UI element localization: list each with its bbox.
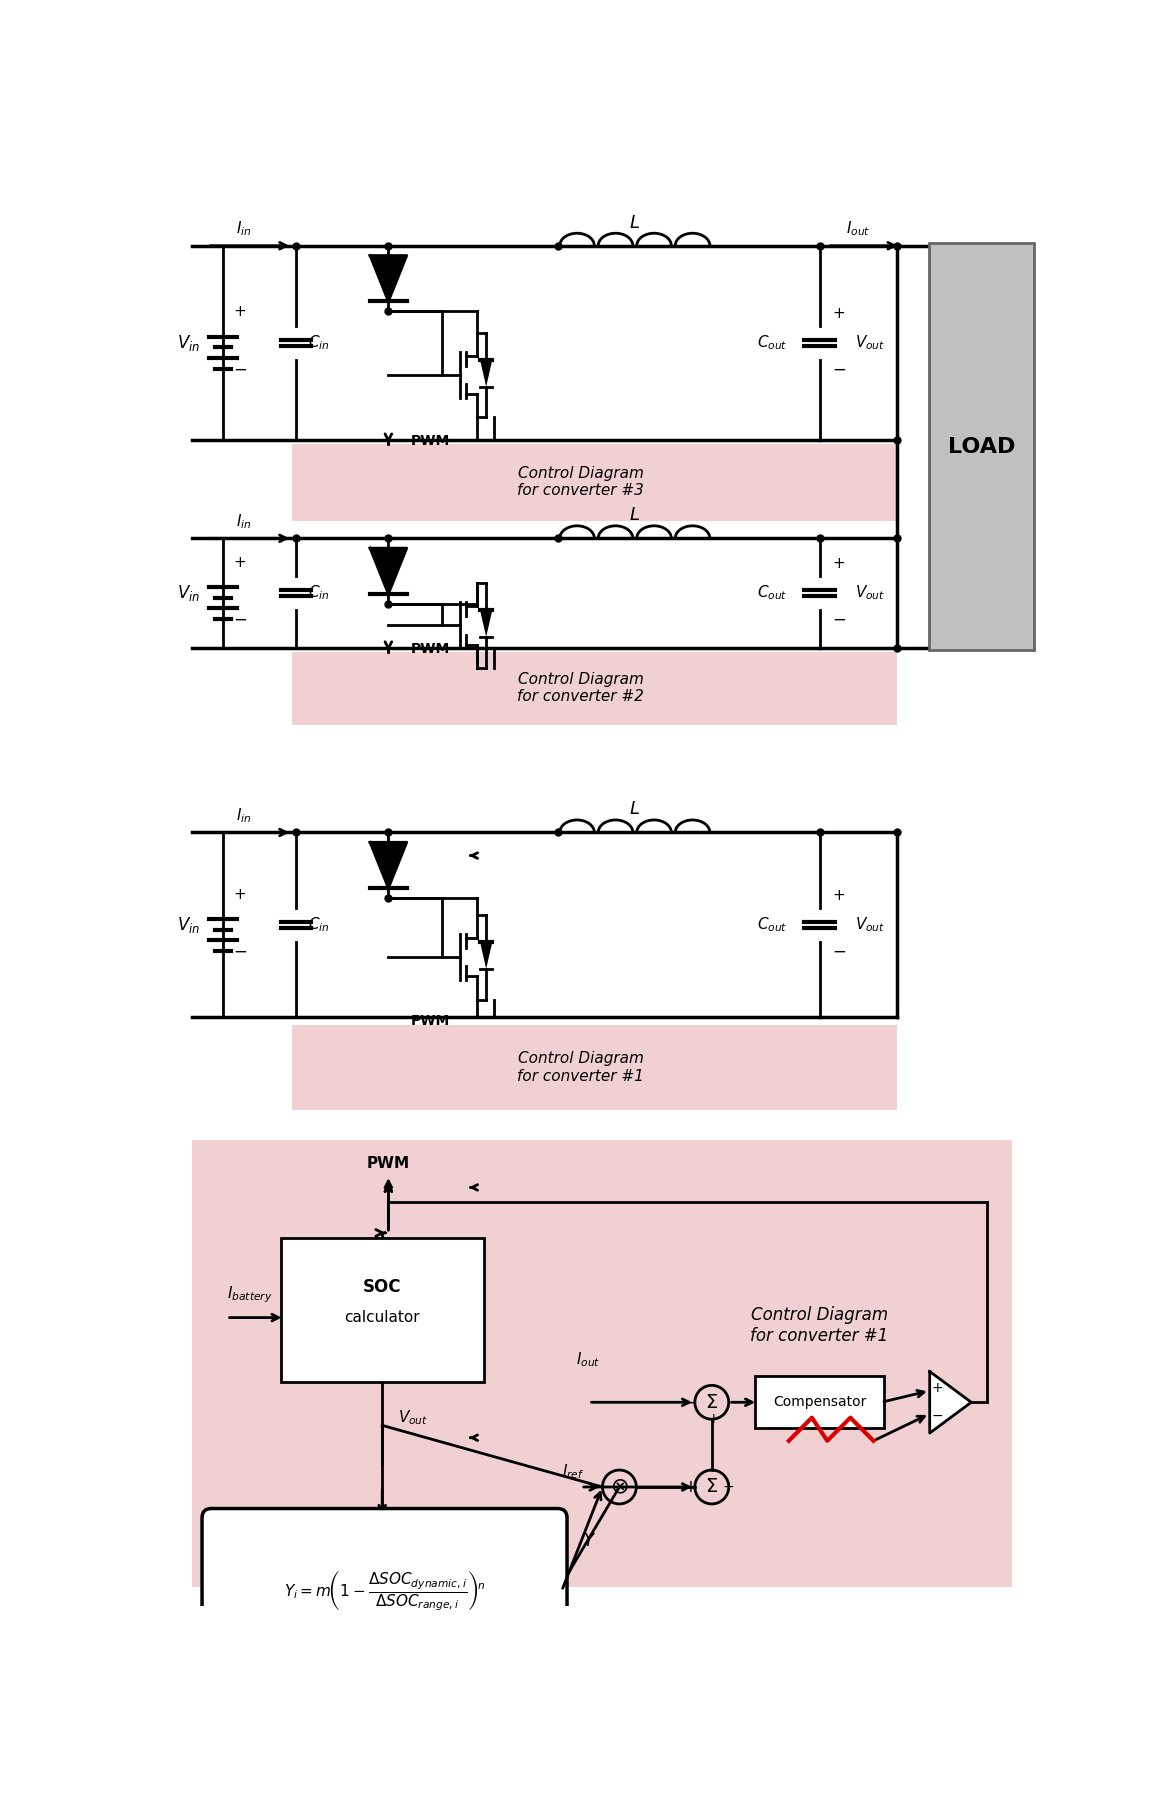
Text: +: + [234, 305, 247, 319]
Text: Compensator: Compensator [772, 1394, 866, 1409]
Text: +: + [832, 307, 845, 321]
Text: +: + [708, 1413, 720, 1427]
Polygon shape [480, 610, 492, 637]
FancyBboxPatch shape [282, 1238, 484, 1382]
Text: −: − [832, 612, 845, 630]
Text: L: L [629, 507, 640, 525]
Text: $C_{out}$: $C_{out}$ [757, 584, 788, 603]
Text: $V_{in}$: $V_{in}$ [176, 915, 200, 934]
Text: $I_{ref}$: $I_{ref}$ [562, 1463, 585, 1481]
Text: $I_{in}$: $I_{in}$ [236, 512, 251, 530]
Text: $I_{out}$: $I_{out}$ [576, 1351, 601, 1369]
Text: $C_{out}$: $C_{out}$ [757, 916, 788, 934]
Text: Y: Y [583, 1532, 594, 1550]
Text: $V_{out}$: $V_{out}$ [855, 584, 885, 603]
Text: $C_{in}$: $C_{in}$ [309, 916, 330, 934]
Text: $V_{out}$: $V_{out}$ [855, 916, 885, 934]
Text: Control Diagram
for converter #2: Control Diagram for converter #2 [518, 671, 645, 704]
FancyBboxPatch shape [292, 1025, 897, 1109]
Text: −: − [232, 943, 247, 962]
Text: PWM: PWM [411, 1014, 451, 1028]
Text: +: + [832, 556, 845, 572]
Polygon shape [480, 359, 492, 386]
Text: $V_{in}$: $V_{in}$ [176, 332, 200, 354]
Text: Control Diagram
for converter #3: Control Diagram for converter #3 [518, 465, 645, 498]
Text: $I_{battery}$: $I_{battery}$ [227, 1284, 272, 1304]
Text: $C_{in}$: $C_{in}$ [309, 334, 330, 352]
Text: $\otimes$: $\otimes$ [610, 1477, 629, 1497]
FancyBboxPatch shape [755, 1376, 884, 1429]
Text: L: L [629, 213, 640, 231]
Text: −: − [232, 361, 247, 379]
Text: $V_{out}$: $V_{out}$ [398, 1409, 427, 1427]
Text: PWM: PWM [411, 642, 451, 657]
Text: $C_{out}$: $C_{out}$ [757, 334, 788, 352]
Text: +: + [234, 886, 247, 902]
Text: PWM: PWM [366, 1156, 410, 1171]
Text: Control Diagram
for converter #1: Control Diagram for converter #1 [750, 1306, 889, 1344]
Text: $V_{out}$: $V_{out}$ [855, 334, 885, 352]
Text: $C_{in}$: $C_{in}$ [309, 584, 330, 603]
Text: +: + [932, 1382, 943, 1396]
FancyBboxPatch shape [193, 1140, 1012, 1588]
Text: Control Diagram
for converter #1: Control Diagram for converter #1 [518, 1052, 645, 1084]
Text: $I_{in}$: $I_{in}$ [236, 806, 251, 824]
Text: −: − [932, 1409, 943, 1423]
Text: $I_{in}$: $I_{in}$ [236, 220, 251, 238]
Text: $\Sigma$: $\Sigma$ [706, 1393, 718, 1413]
Text: +: + [234, 554, 247, 570]
FancyBboxPatch shape [202, 1508, 567, 1674]
Text: $V_{in}$: $V_{in}$ [176, 583, 200, 603]
Text: $Y_i = m\!\left(1 - \dfrac{\Delta SOC_{dynamic,i}}{\Delta SOC_{range,i}}\right)^: $Y_i = m\!\left(1 - \dfrac{\Delta SOC_{d… [284, 1568, 485, 1613]
FancyBboxPatch shape [292, 651, 897, 725]
Text: LOAD: LOAD [947, 437, 1016, 456]
Text: −: − [232, 612, 247, 630]
Text: SOC: SOC [363, 1277, 402, 1295]
Polygon shape [480, 942, 492, 969]
Polygon shape [370, 548, 406, 594]
Text: +: + [832, 888, 845, 904]
Polygon shape [930, 1371, 971, 1432]
Text: −: − [683, 1393, 697, 1411]
Polygon shape [370, 256, 406, 301]
FancyBboxPatch shape [929, 244, 1033, 649]
Text: +: + [723, 1479, 735, 1494]
Text: $\Sigma$: $\Sigma$ [706, 1477, 718, 1497]
FancyBboxPatch shape [292, 444, 897, 521]
Text: −: − [832, 943, 845, 962]
Polygon shape [370, 842, 406, 888]
Text: PWM: PWM [411, 435, 451, 449]
Text: $I_{out}$: $I_{out}$ [846, 220, 870, 238]
Text: L: L [629, 801, 640, 819]
Text: −: − [832, 361, 845, 379]
Text: calculator: calculator [344, 1310, 420, 1326]
Text: +: + [683, 1477, 697, 1496]
